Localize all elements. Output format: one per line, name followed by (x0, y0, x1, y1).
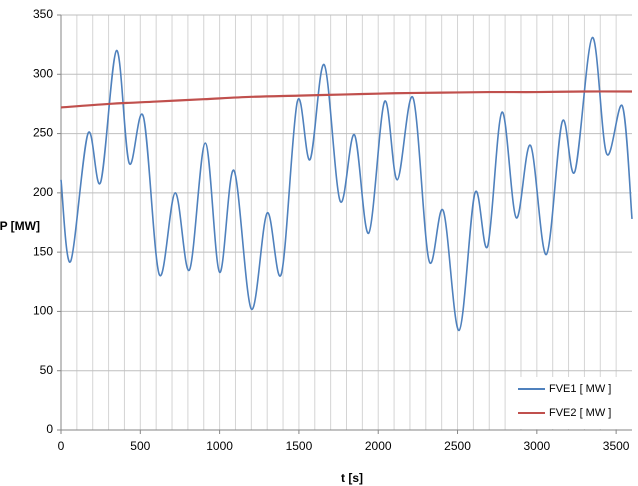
series-line-2 (60, 90, 633, 109)
x-tick-label: 500 (130, 439, 150, 453)
y-axis-title: P [MW] (0, 219, 40, 233)
series-line-1 (60, 36, 633, 332)
x-axis-title: t [s] (341, 471, 363, 485)
y-tick-label: 50 (40, 363, 54, 377)
x-tick-label: 1500 (286, 439, 313, 453)
legend-box (508, 377, 633, 429)
y-tick-label: 250 (33, 126, 53, 140)
y-tick-label: 0 (46, 422, 53, 436)
x-tick-label: 3500 (603, 439, 630, 453)
series-layer (60, 36, 633, 332)
axes (57, 14, 632, 434)
y-tick-label: 300 (33, 66, 53, 80)
x-tick-label: 2000 (365, 439, 392, 453)
legend-label-fve1: FVE1 [ MW ] (549, 383, 611, 395)
y-tick-label: 350 (33, 7, 53, 21)
legend-label-fve2: FVE2 [ MW ] (549, 407, 611, 419)
y-tick-label: 150 (33, 244, 53, 258)
y-tick-label: 100 (33, 304, 53, 318)
x-tick-label: 1000 (206, 439, 233, 453)
x-tick-label: 3000 (523, 439, 550, 453)
y-tick-label: 200 (33, 185, 53, 199)
x-tick-label: 0 (58, 439, 65, 453)
legend: FVE1 [ MW ] FVE2 [ MW ] (508, 377, 633, 429)
x-tick-label: 2500 (444, 439, 471, 453)
grid (61, 14, 632, 430)
